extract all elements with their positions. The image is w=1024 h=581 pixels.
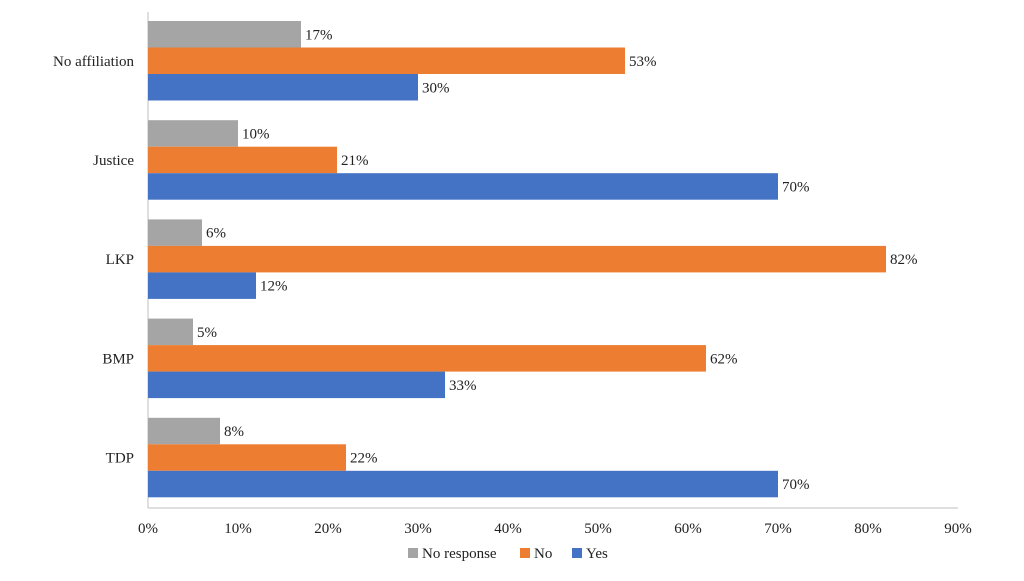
- data-label: 62%: [710, 351, 738, 367]
- category-label: BMP: [102, 351, 134, 367]
- data-label: 22%: [350, 451, 378, 467]
- bar: [148, 173, 778, 200]
- x-tick-label: 60%: [674, 521, 702, 537]
- data-labels: 17% 53% 30% 10% 21% 70% 6% 82% 12% 5% 62% 33% 8% 22% 7…: [197, 27, 918, 493]
- bar: [148, 318, 193, 346]
- category-label: Justice: [93, 153, 134, 169]
- legend-swatch: [408, 548, 418, 558]
- bar: [148, 74, 418, 101]
- bar: [148, 219, 202, 246]
- x-tick-label: 0%: [138, 521, 158, 537]
- x-tick-label: 30%: [404, 521, 432, 537]
- legend-swatch: [520, 548, 530, 558]
- data-label: 53%: [629, 54, 657, 70]
- data-label: 82%: [890, 252, 918, 268]
- x-tick-label: 20%: [314, 521, 342, 537]
- bar: [148, 444, 346, 471]
- legend-swatch: [572, 548, 582, 558]
- bar: [148, 272, 256, 299]
- data-label: 30%: [422, 80, 450, 96]
- category-label: LKP: [106, 252, 134, 268]
- x-tick-labels: 0% 10% 20% 30% 40% 50% 60% 70% 80% 90%: [138, 521, 972, 537]
- data-label: 12%: [260, 279, 288, 295]
- legend-label: Yes: [586, 546, 608, 562]
- bar: [148, 345, 706, 372]
- bar: [148, 120, 238, 147]
- bar: [148, 21, 301, 48]
- x-tick-label: 50%: [584, 521, 612, 537]
- data-label: 5%: [197, 325, 217, 341]
- x-tick-label: 10%: [224, 521, 252, 537]
- x-tick-label: 40%: [494, 521, 522, 537]
- data-label: 17%: [305, 27, 333, 43]
- category-label: No affiliation: [53, 54, 134, 70]
- bar: [148, 146, 337, 174]
- legend: No response No Yes: [408, 546, 608, 562]
- x-tick-label: 90%: [944, 521, 972, 537]
- data-label: 70%: [782, 477, 810, 493]
- data-label: 10%: [242, 126, 270, 142]
- bar: [148, 47, 625, 74]
- data-label: 21%: [341, 153, 369, 169]
- legend-label: No response: [422, 546, 497, 562]
- category-label: TDP: [106, 451, 134, 467]
- legend-label: No: [534, 546, 552, 562]
- data-label: 8%: [224, 424, 244, 440]
- bars: [148, 21, 886, 498]
- category-labels: No affiliation Justice LKP BMP TDP: [53, 54, 134, 467]
- bar: [148, 245, 886, 273]
- bar: [148, 470, 778, 498]
- x-tick-label: 70%: [764, 521, 792, 537]
- data-label: 6%: [206, 226, 226, 242]
- x-tick-label: 80%: [854, 521, 882, 537]
- data-label: 70%: [782, 179, 810, 195]
- bar: [148, 371, 445, 399]
- data-label: 33%: [449, 378, 477, 394]
- bar: [148, 417, 220, 445]
